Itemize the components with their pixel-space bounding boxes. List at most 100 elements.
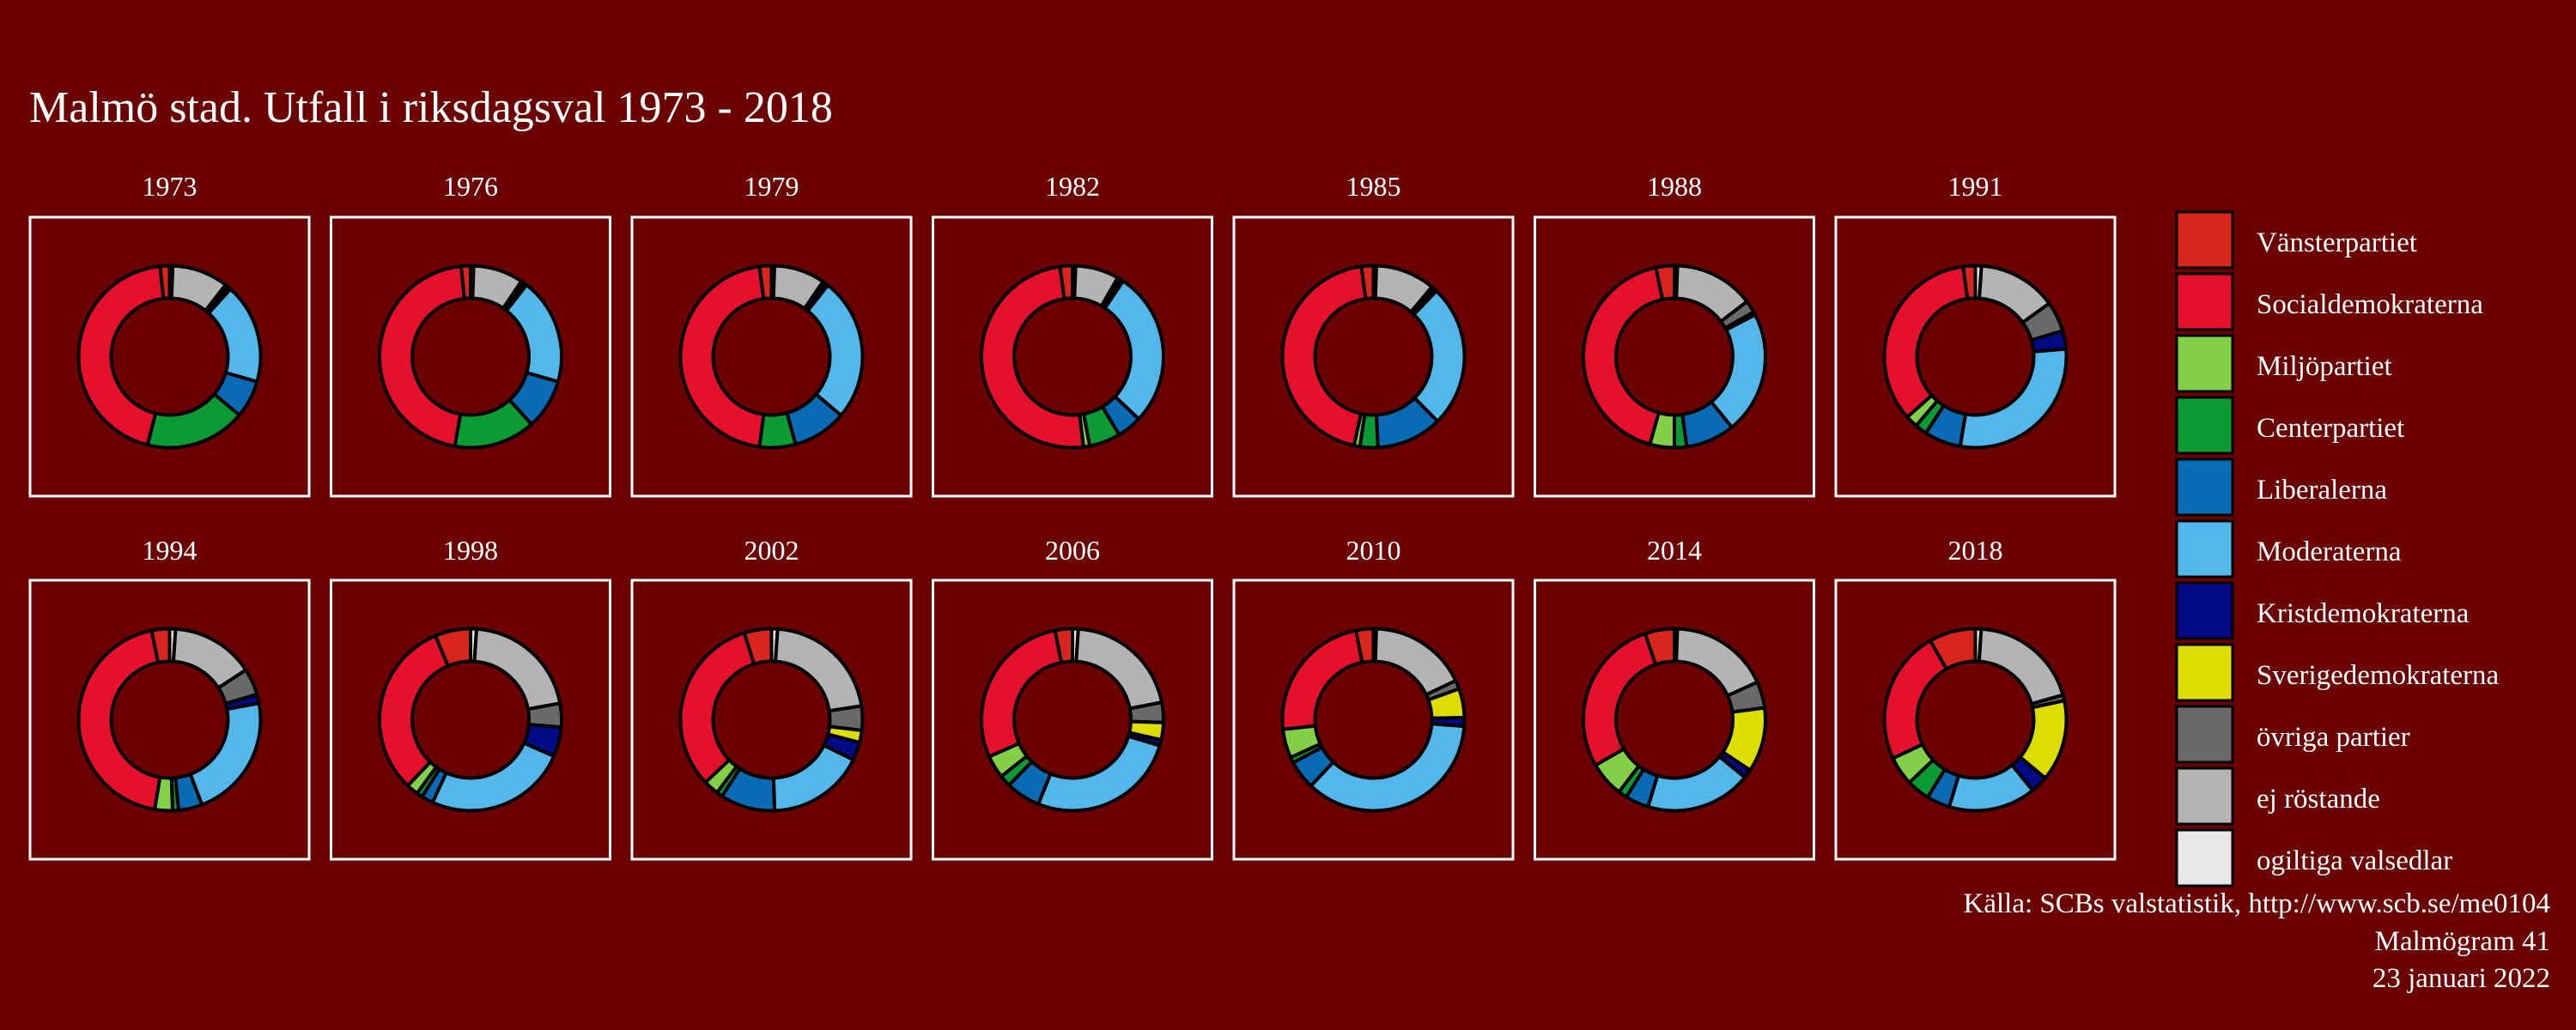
year-label-1973: 1973: [143, 171, 197, 202]
segment-1998-socialdemokraterna: [378, 633, 450, 788]
legend-item-miljopartiet: Miljöpartiet: [2175, 334, 2392, 393]
panel-2010: 2010: [1232, 535, 1515, 861]
panel-frame-2006: [932, 579, 1213, 861]
legend-swatch-vansterpartiet: [2175, 210, 2234, 270]
donut-panels: 1973 1976 1979 1982 1985 1988 1991 1994 1998 2002…: [28, 171, 2117, 861]
legend-label-centerpartiet: Centerpartiet: [2257, 413, 2404, 444]
year-label-2006: 2006: [1045, 535, 1100, 566]
panel-1988: 1988: [1534, 171, 1815, 498]
segment-1976-vansterpartiet: [459, 264, 472, 300]
source-line-1: Källa: SCBs valstatistik, http://www.scb…: [1964, 888, 2551, 919]
panel-frame-2014: [1534, 579, 1815, 861]
year-label-2002: 2002: [744, 535, 799, 566]
panel-1994: 1994: [28, 535, 311, 861]
panel-frame-1973: [28, 215, 311, 498]
year-label-1982: 1982: [1045, 171, 1100, 202]
segment-2018-socialdemokraterna: [1882, 639, 1948, 760]
segment-1998-ej-rostande: [472, 627, 562, 712]
segment-1973-socialdemokraterna: [76, 264, 166, 447]
panel-frame-2010: [1232, 579, 1515, 861]
legend-item-centerpartiet: Centerpartiet: [2175, 396, 2404, 455]
legend-label-ej-rostande: ej röstande: [2257, 784, 2380, 815]
panel-frame-1982: [932, 215, 1213, 498]
segment-2010-socialdemokraterna: [1280, 628, 1364, 731]
segment-2018-ej-rostande: [1977, 627, 2065, 706]
panel-2014: 2014: [1534, 535, 1815, 861]
legend-label-moderaterna: Moderaterna: [2257, 536, 2402, 567]
legend-item-ovriga-partier: övriga partier: [2175, 705, 2410, 764]
segment-2014-vansterpartiet: [1643, 627, 1676, 667]
source-line-2: Malmögram 41: [2375, 926, 2550, 957]
segment-2010-moderaterna: [1309, 722, 1467, 813]
legend: Vänsterpartiet Socialdemokraterna Miljöpar…: [2175, 210, 2500, 888]
legend-swatch-socialdemokraterna: [2175, 272, 2234, 331]
segment-1985-vansterpartiet: [1359, 264, 1376, 301]
year-label-2010: 2010: [1346, 535, 1401, 566]
segment-1982-vansterpartiet: [1058, 264, 1074, 301]
segment-1973-moderaterna: [207, 287, 263, 384]
segment-2002-moderaterna: [771, 743, 855, 813]
segment-2002-vansterpartiet: [742, 627, 774, 666]
segment-2006-vansterpartiet: [1053, 627, 1074, 664]
panel-2002: 2002: [630, 535, 913, 861]
panel-frame-1994: [28, 579, 311, 861]
panel-2006: 2006: [932, 535, 1213, 861]
segment-1988-socialdemokraterna: [1582, 265, 1665, 446]
year-label-1998: 1998: [443, 535, 498, 566]
segment-2002-socialdemokraterna: [678, 631, 756, 785]
panel-frame-2018: [1834, 579, 2117, 861]
legend-swatch-moderaterna: [2175, 519, 2234, 579]
panel-frame-1998: [330, 579, 611, 861]
legend-swatch-ogiltiga-valsedlar: [2175, 828, 2234, 888]
legend-swatch-centerpartiet: [2175, 396, 2234, 455]
legend-swatch-sverigedemokraterna: [2175, 643, 2234, 702]
segment-2006-moderaterna: [1036, 734, 1162, 813]
panel-1976: 1976: [330, 171, 611, 498]
source-note: Källa: SCBs valstatistik, http://www.scb…: [1964, 888, 2551, 994]
legend-label-kristdemokraterna: Kristdemokraterna: [2257, 598, 2470, 629]
segment-1998-moderaterna: [430, 741, 556, 813]
panel-frame-1979: [630, 215, 913, 498]
segment-2014-socialdemokraterna: [1582, 632, 1658, 767]
segment-1998-vansterpartiet: [434, 627, 472, 668]
legend-swatch-kristdemokraterna: [2175, 581, 2234, 640]
legend-item-ogiltiga-valsedlar: ogiltiga valsedlar: [2175, 828, 2452, 888]
legend-label-ovriga-partier: övriga partier: [2257, 722, 2410, 753]
panel-1979: 1979: [630, 171, 913, 498]
legend-item-moderaterna: Moderaterna: [2175, 519, 2402, 579]
legend-swatch-ej-rostande: [2175, 766, 2234, 826]
source-line-3: 23 januari 2022: [2372, 963, 2550, 994]
legend-swatch-ovriga-partier: [2175, 705, 2234, 764]
legend-label-miljopartiet: Miljöpartiet: [2257, 351, 2392, 382]
legend-item-liberalerna: Liberalerna: [2175, 457, 2387, 517]
legend-item-kristdemokraterna: Kristdemokraterna: [2175, 581, 2470, 640]
chart-title: Malmö stad. Utfall i riksdagsval 1973 - …: [29, 83, 833, 132]
year-label-1991: 1991: [1948, 171, 2003, 202]
segment-1979-vansterpartiet: [757, 264, 774, 301]
segment-2014-moderaterna: [1646, 754, 1747, 813]
segment-1985-socialdemokraterna: [1280, 264, 1368, 448]
year-label-1979: 1979: [744, 171, 799, 202]
panel-frame-2002: [630, 579, 913, 861]
segment-1988-vansterpartiet: [1654, 264, 1676, 301]
segment-1985-moderaterna: [1412, 289, 1467, 423]
segment-1994-vansterpartiet: [149, 627, 172, 664]
panel-1982: 1982: [932, 171, 1213, 498]
legend-item-sverigedemokraterna: Sverigedemokraterna: [2175, 643, 2500, 702]
segment-2010-vansterpartiet: [1354, 627, 1376, 664]
legend-label-vansterpartiet: Vänsterpartiet: [2257, 227, 2417, 258]
segment-2006-socialdemokraterna: [980, 628, 1063, 759]
segment-2002-ej-rostande: [774, 627, 864, 713]
legend-label-sverigedemokraterna: Sverigedemokraterna: [2257, 660, 2500, 691]
legend-item-socialdemokraterna: Socialdemokraterna: [2175, 272, 2483, 331]
year-label-1976: 1976: [443, 171, 498, 202]
segment-1979-socialdemokraterna: [678, 264, 766, 449]
panel-frame-1988: [1534, 215, 1815, 498]
segment-1976-socialdemokraterna: [378, 264, 466, 448]
legend-item-ej-rostande: ej röstande: [2175, 766, 2380, 826]
segment-1973-centerpartiet: [145, 392, 241, 450]
panel-1973: 1973: [28, 171, 311, 498]
year-label-1994: 1994: [143, 535, 197, 566]
panel-1985: 1985: [1232, 171, 1515, 498]
